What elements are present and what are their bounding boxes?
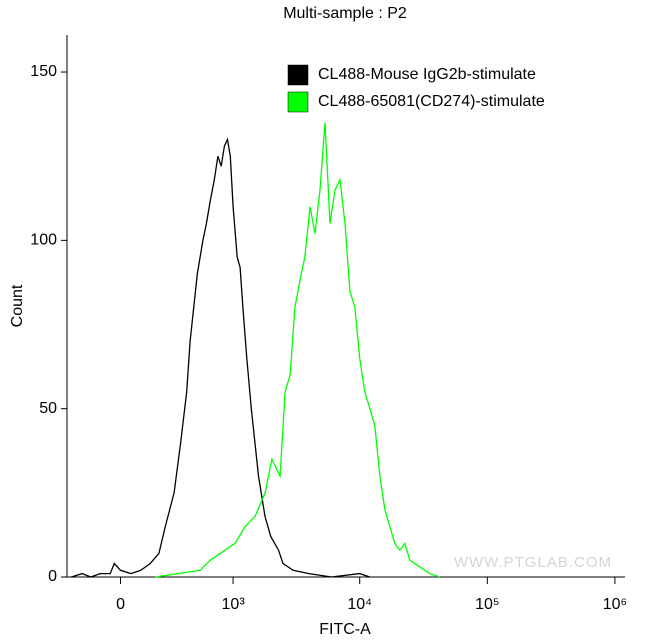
y-tick-label: 150 [30,63,57,80]
legend-swatch [287,91,309,113]
x-tick-label: 10⁴ [347,596,372,613]
legend-label: CL488-Mouse IgG2b-stimulate [318,66,536,83]
chart-title: Multi-sample : P2 [283,5,407,22]
watermark: WWW.PTGLAB.COM [454,554,612,571]
legend-swatch [287,64,309,86]
series-line [155,122,440,578]
legend-label: CL488-65081(CD274)-stimulate [318,93,545,110]
y-tick-label: 100 [30,232,57,249]
x-axis-label: FITC-A [319,621,371,638]
x-tick-label: 10³ [222,596,246,613]
y-tick-label: 0 [48,568,57,585]
x-tick-label: 10⁶ [603,596,627,613]
x-tick-label: 0 [116,596,125,613]
x-tick-label: 10⁵ [475,596,499,613]
y-axis-label: Count [9,284,26,327]
series-line [71,137,371,578]
y-tick-label: 50 [39,400,57,417]
